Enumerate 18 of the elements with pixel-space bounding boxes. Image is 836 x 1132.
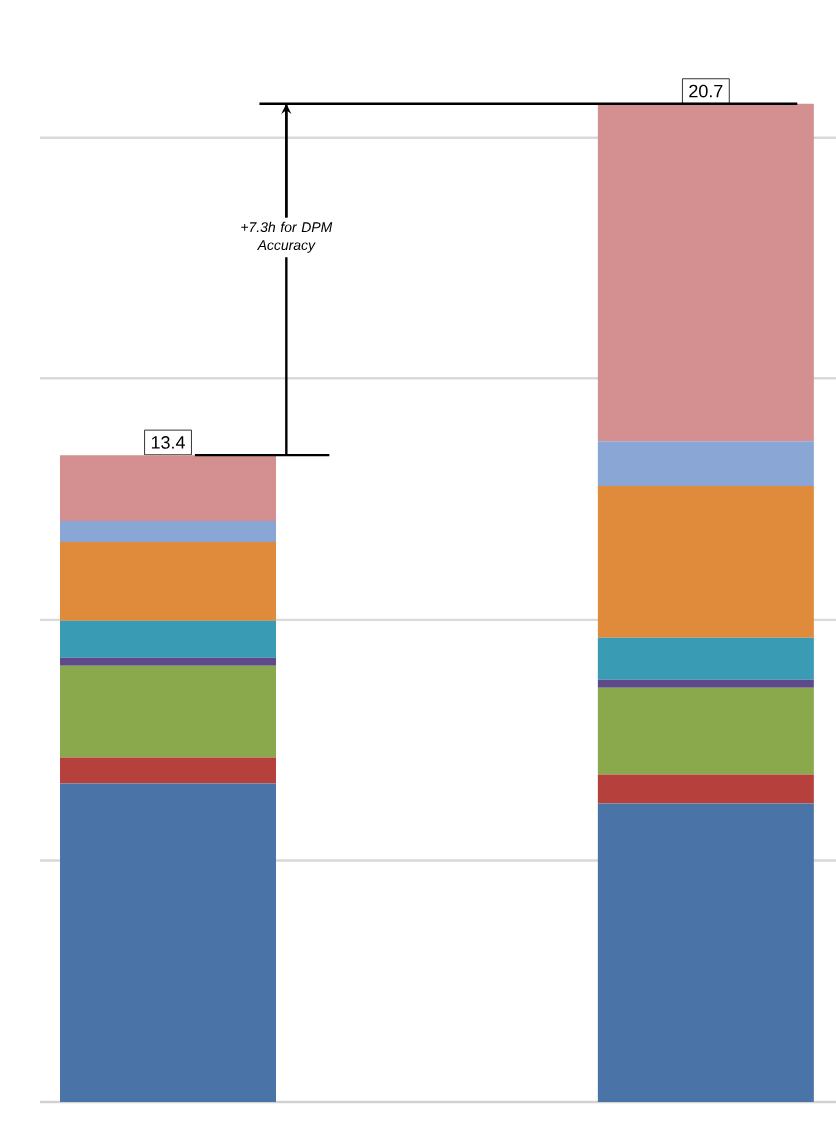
bar <box>60 620 277 658</box>
bar <box>60 665 277 758</box>
bar <box>597 803 814 1102</box>
bar <box>60 521 277 543</box>
bar <box>60 455 277 522</box>
bar <box>597 774 814 804</box>
annotation: 20.7 <box>689 84 723 98</box>
bar <box>597 486 814 638</box>
annotation: 13.4 <box>151 436 185 449</box>
bar <box>597 103 814 442</box>
bar <box>597 637 814 680</box>
bar <box>60 783 277 1102</box>
bar <box>597 441 814 487</box>
bar <box>597 687 814 775</box>
bar <box>60 657 277 666</box>
bar <box>60 542 277 621</box>
bar <box>597 679 814 688</box>
bar <box>60 757 277 784</box>
